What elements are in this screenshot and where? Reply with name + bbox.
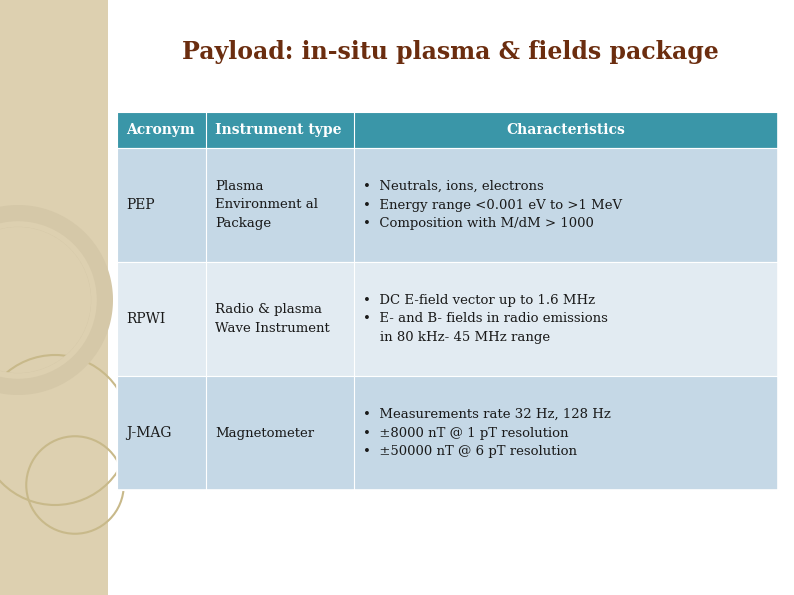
Text: Magnetometer: Magnetometer: [215, 427, 314, 440]
Text: Instrument type: Instrument type: [215, 123, 341, 137]
Text: •  Measurements rate 32 Hz, 128 Hz
•  ±8000 nT @ 1 pT resolution
•  ±50000 nT @ : • Measurements rate 32 Hz, 128 Hz • ±800…: [363, 408, 611, 458]
FancyBboxPatch shape: [117, 148, 778, 262]
Text: Plasma
Environment al
Package: Plasma Environment al Package: [215, 180, 318, 230]
Text: PEP: PEP: [126, 198, 155, 212]
Text: Characteristics: Characteristics: [507, 123, 626, 137]
Text: J-MAG: J-MAG: [126, 426, 172, 440]
FancyBboxPatch shape: [117, 376, 778, 490]
Text: •  DC E-field vector up to 1.6 MHz
•  E- and B- fields in radio emissions
    in: • DC E-field vector up to 1.6 MHz • E- a…: [363, 294, 608, 344]
FancyBboxPatch shape: [0, 0, 108, 595]
Text: Payload: in-situ plasma & fields package: Payload: in-situ plasma & fields package: [182, 40, 719, 64]
Text: Acronym: Acronym: [126, 123, 195, 137]
Polygon shape: [0, 205, 113, 395]
FancyBboxPatch shape: [117, 262, 778, 376]
Text: •  Neutrals, ions, electrons
•  Energy range <0.001 eV to >1 MeV
•  Composition : • Neutrals, ions, electrons • Energy ran…: [363, 180, 622, 230]
FancyBboxPatch shape: [117, 112, 778, 148]
Text: RPWI: RPWI: [126, 312, 165, 326]
Text: Radio & plasma
Wave Instrument: Radio & plasma Wave Instrument: [215, 303, 330, 335]
